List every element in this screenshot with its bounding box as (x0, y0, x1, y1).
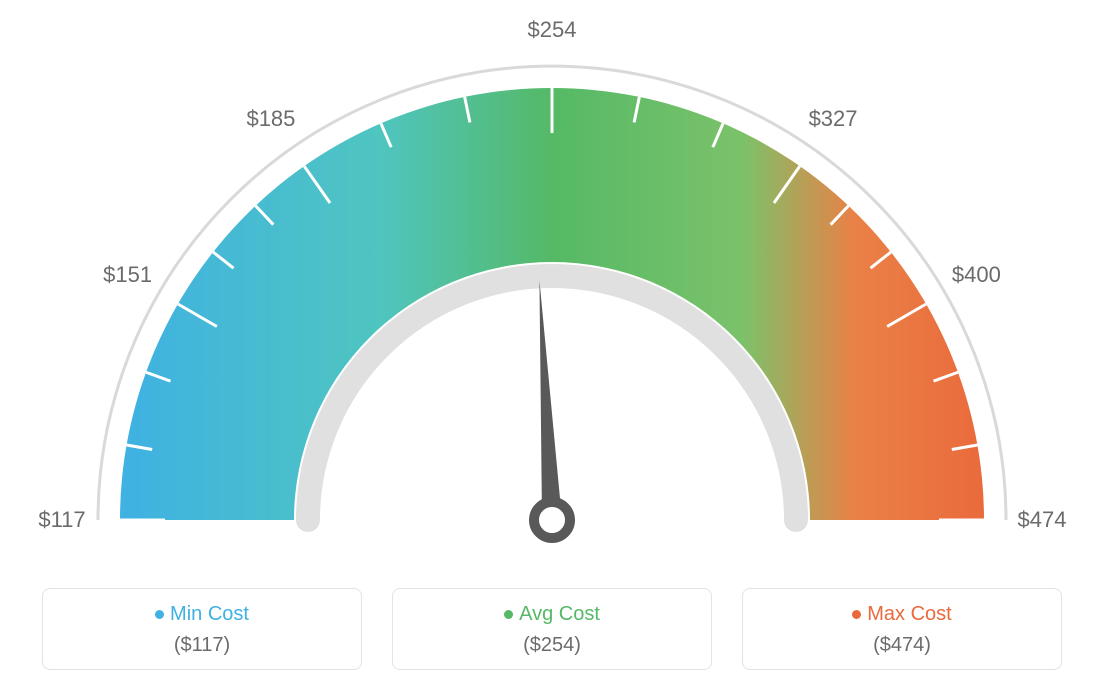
gauge-area: $117 $151 $185 $254 $327 $400 $474 (0, 0, 1104, 560)
tick-label: $185 (246, 106, 295, 132)
legend-title: Max Cost (753, 603, 1051, 626)
tick-label: $400 (952, 262, 1001, 288)
gauge-needle (539, 280, 562, 520)
legend-value: ($474) (753, 634, 1051, 657)
legend-value: ($117) (53, 634, 351, 657)
legend-title: Avg Cost (403, 603, 701, 626)
tick-label: $327 (809, 106, 858, 132)
legend-dot-icon (155, 610, 164, 619)
tick-label: $254 (528, 17, 577, 43)
legend-row: Min Cost ($117) Avg Cost ($254) Max Cost ($47… (0, 588, 1104, 670)
legend-label: Max Cost (867, 603, 951, 625)
legend-title: Min Cost (53, 603, 351, 626)
needle-hub (534, 502, 570, 538)
tick-label: $474 (1018, 507, 1067, 533)
legend-dot-icon (852, 610, 861, 619)
tick-label: $117 (38, 507, 85, 533)
legend-label: Avg Cost (519, 603, 600, 625)
gauge-chart-container: $117 $151 $185 $254 $327 $400 $474 Min Cost ($1… (0, 0, 1104, 690)
legend-label: Min Cost (170, 603, 249, 625)
gauge-svg (0, 0, 1104, 560)
tick-label: $151 (103, 262, 152, 288)
legend-card: Min Cost ($117) (42, 588, 362, 670)
legend-card: Max Cost ($474) (742, 588, 1062, 670)
legend-dot-icon (504, 610, 513, 619)
legend-value: ($254) (403, 634, 701, 657)
legend-card: Avg Cost ($254) (392, 588, 712, 670)
